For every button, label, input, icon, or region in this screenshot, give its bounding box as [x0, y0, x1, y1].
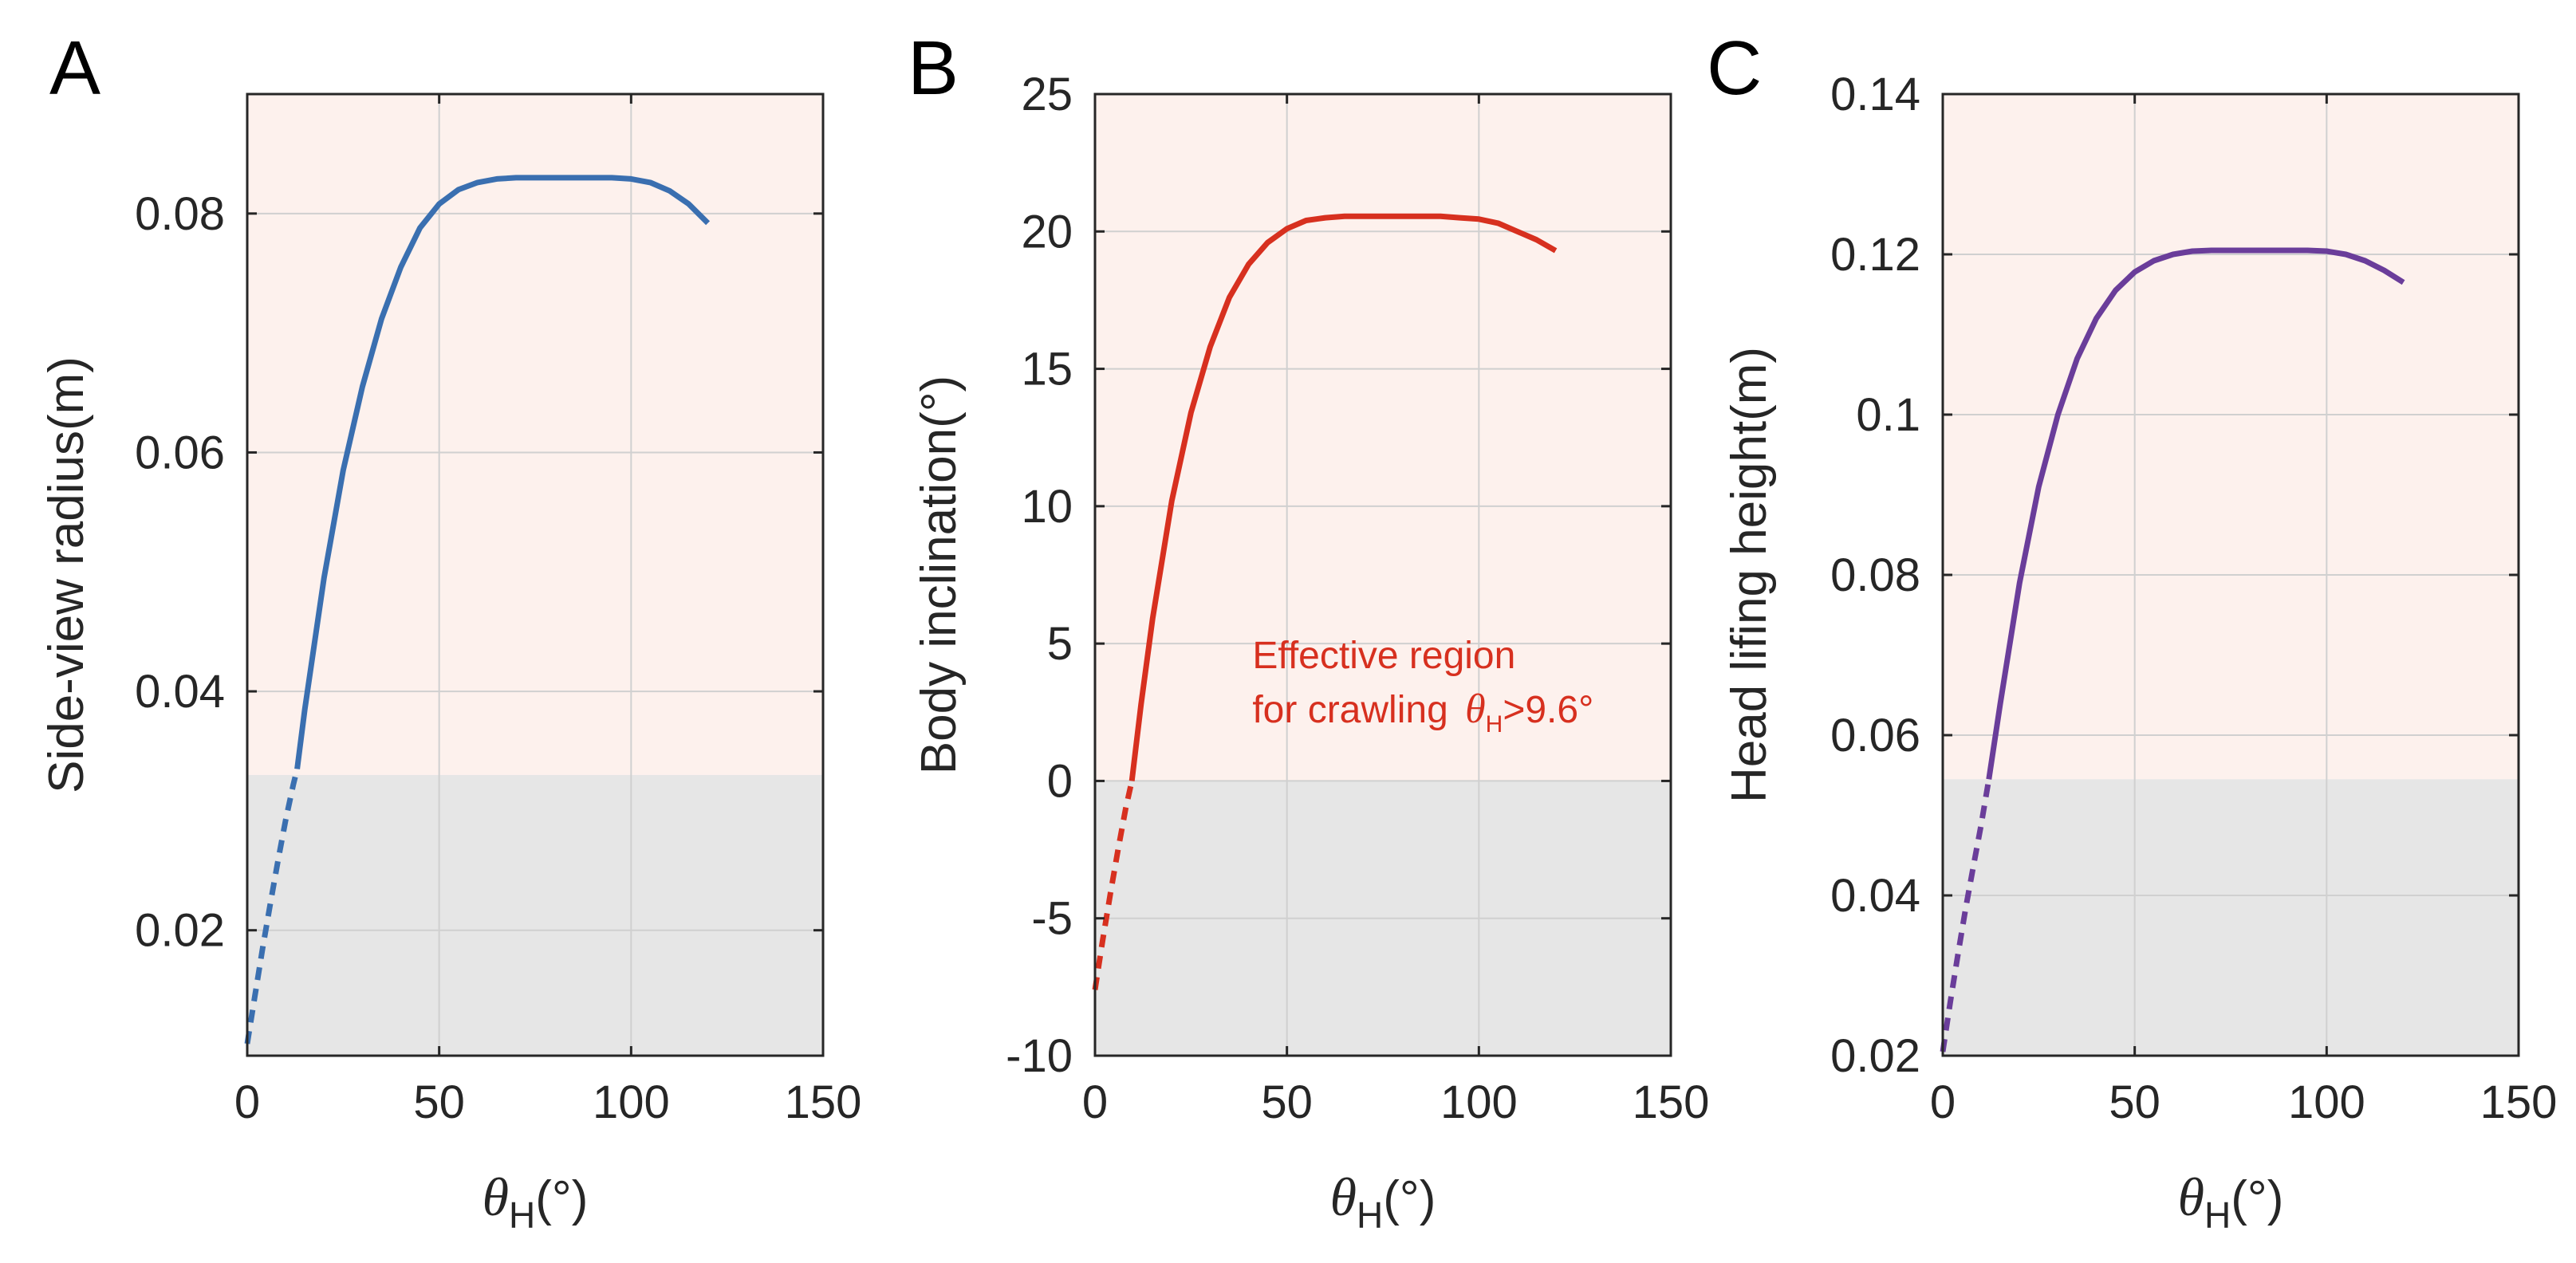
series-line-effective	[1986, 247, 2405, 780]
effective-region	[247, 94, 823, 775]
series-line-effective	[1128, 213, 1558, 781]
panel-c: 0 50 100 150 0.02 0.04 0.06 0.08 0.1 0.12 0.14 θH(°…	[1707, 26, 2557, 1236]
annotation-symbol: θ	[1465, 687, 1486, 732]
y-axis-label: Body inclination(°)	[912, 376, 967, 774]
x-axis-label-unit: (°)	[2231, 1171, 2283, 1226]
y-tick-label: 0.08	[1830, 549, 1920, 601]
annotation-subscript: H	[1486, 711, 1503, 738]
y-tick-label: 0.12	[1830, 229, 1920, 281]
x-tick-label: 0	[234, 1076, 260, 1128]
series-line-ineffective	[1092, 780, 1135, 990]
x-tick-label: 150	[785, 1076, 862, 1128]
effective-region	[1095, 94, 1671, 781]
x-tick-label: 100	[593, 1076, 670, 1128]
y-tick-label: 0.06	[1830, 710, 1920, 761]
y-tick-label: 20	[1021, 206, 1073, 258]
annotation-text: for crawling	[1252, 689, 1459, 731]
x-axis-label-subscript: H	[2204, 1194, 2231, 1236]
y-tick-label: 0.02	[1830, 1030, 1920, 1082]
x-axis-label-unit: (°)	[1383, 1171, 1436, 1226]
y-axis-label: Side-view radius(m)	[39, 356, 94, 793]
series-line-ineffective	[1940, 778, 1992, 1052]
x-axis-label: θH(°)	[1330, 1167, 1436, 1236]
y-tick-label: 0.08	[135, 188, 225, 240]
x-axis-label-subscript: H	[1357, 1194, 1383, 1236]
x-axis-label-symbol: θ	[483, 1167, 509, 1227]
y-tick-label: 5	[1047, 618, 1073, 670]
annotation-line-1: Effective region	[1252, 635, 1515, 677]
x-axis-label: θH(°)	[2178, 1167, 2284, 1236]
x-tick-label: 150	[2480, 1076, 2558, 1128]
y-tick-label: 0.04	[1830, 870, 1920, 922]
y-tick-label: -5	[1031, 893, 1073, 945]
y-tick-label: 0.1	[1856, 389, 1920, 441]
panel-letter: B	[908, 26, 959, 111]
x-axis-label-subscript: H	[509, 1194, 535, 1236]
y-tick-label: -10	[1006, 1030, 1073, 1082]
ineffective-region	[1943, 779, 2519, 1056]
axes-box	[246, 92, 825, 1057]
panel-a: 0 50 100 150 0.02 0.04 0.06 0.08 θH(°) Side-view …	[39, 26, 861, 1236]
x-axis-label-symbol: θ	[1330, 1167, 1357, 1227]
x-tick-label: 50	[1261, 1076, 1313, 1128]
y-tick-label: 15	[1021, 344, 1073, 395]
x-axis-label: θH(°)	[483, 1167, 589, 1236]
y-tick-label: 10	[1021, 481, 1073, 533]
y-tick-label: 0.06	[135, 427, 225, 478]
y-tick-label: 0.14	[1830, 69, 1920, 120]
y-tick-label: 0.04	[135, 666, 225, 718]
annotation-threshold: >9.6°	[1503, 689, 1593, 731]
x-tick-label: 100	[1440, 1076, 1518, 1128]
x-axis-label-unit: (°)	[535, 1171, 588, 1226]
x-axis-label-symbol: θ	[2178, 1167, 2204, 1227]
y-tick-label: 25	[1021, 69, 1073, 120]
x-tick-label: 0	[1930, 1076, 1956, 1128]
series-line-effective	[294, 175, 711, 769]
x-tick-label: 0	[1082, 1076, 1108, 1128]
x-tick-label: 150	[1633, 1076, 1710, 1128]
y-tick-label: 0.02	[135, 905, 225, 957]
panel-letter: A	[49, 26, 100, 111]
panel-letter: C	[1707, 26, 1762, 111]
effective-region	[1943, 94, 2519, 780]
y-tick-label: 0	[1047, 755, 1073, 807]
x-tick-label: 100	[2288, 1076, 2365, 1128]
axes-box	[1093, 92, 1672, 1057]
x-tick-label: 50	[413, 1076, 465, 1128]
ineffective-region	[247, 774, 823, 1056]
x-tick-label: 50	[2109, 1076, 2160, 1128]
y-axis-label: Head lifing height(m)	[1722, 347, 1777, 803]
annotation-line-2: for crawling θH>9.6°	[1252, 687, 1593, 738]
